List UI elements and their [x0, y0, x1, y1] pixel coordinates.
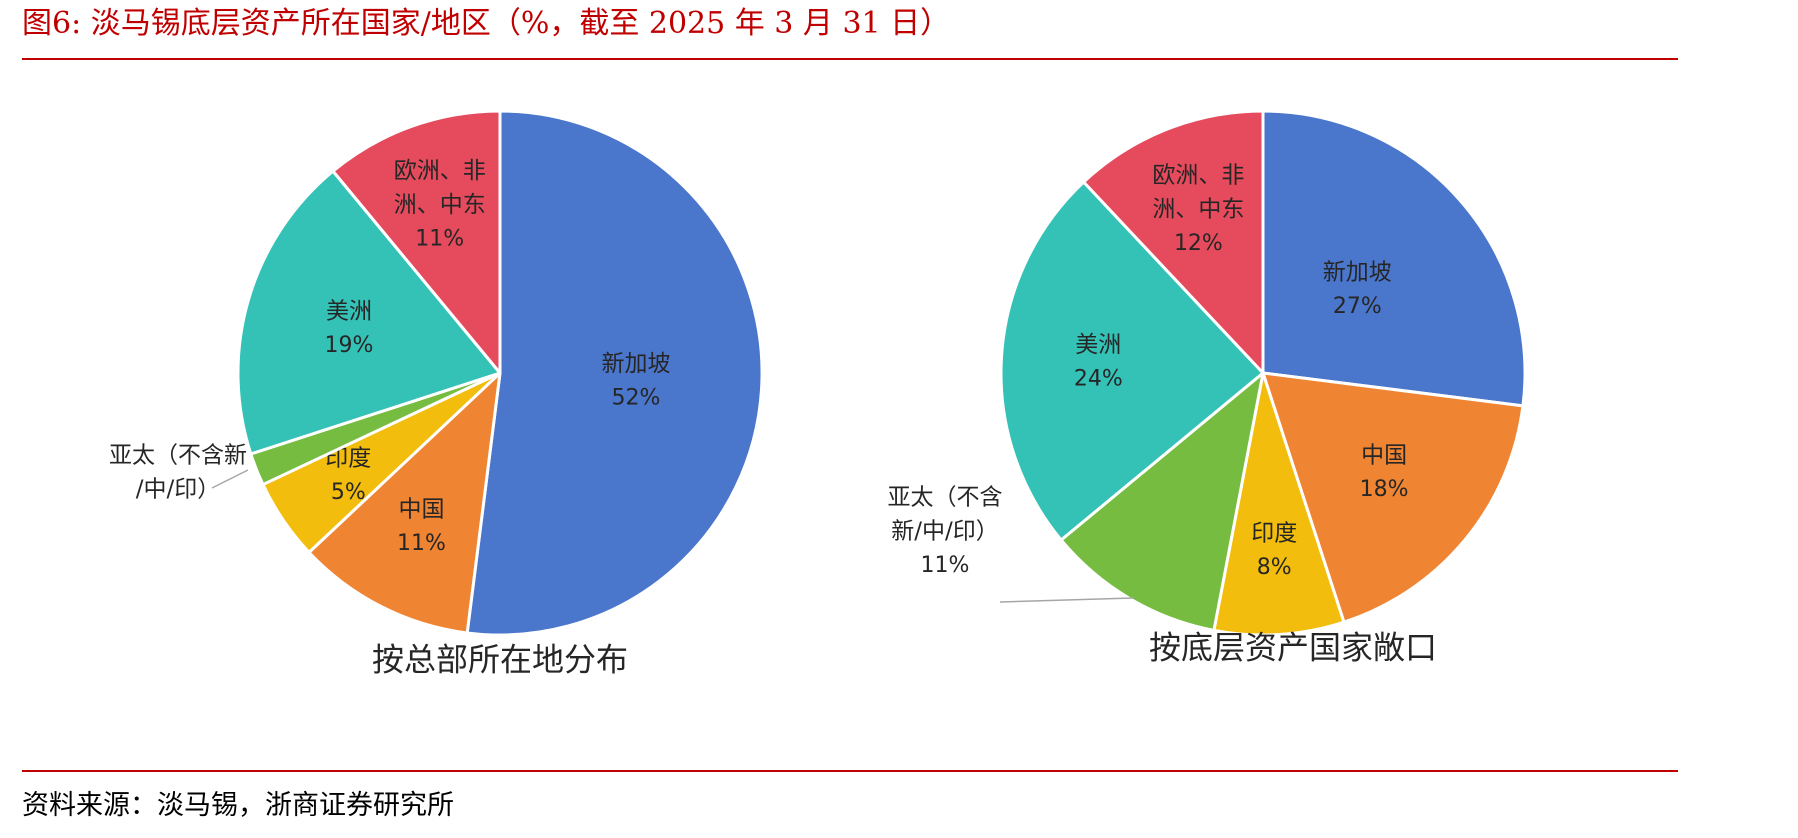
- data-label-pct: 18%: [1360, 477, 1409, 502]
- data-label-pct: 11%: [397, 531, 446, 556]
- data-label-name: 美洲: [1075, 332, 1121, 358]
- data-label-pct: 11%: [415, 226, 464, 251]
- data-label-name: 亚太（不含: [888, 485, 1003, 511]
- slice-6: [1082, 109, 1265, 375]
- data-label-name: 印度: [1251, 520, 1297, 546]
- slice-5: [236, 169, 502, 456]
- data-label-pct: 12%: [1174, 231, 1223, 256]
- data-label-pct: 52%: [612, 386, 661, 411]
- data-label-pct: 27%: [1333, 294, 1382, 319]
- data-label-pct: 19%: [325, 333, 374, 358]
- data-label-name: 亚太（不含新: [109, 443, 247, 469]
- slice-2: [307, 371, 502, 635]
- chart-title: 按底层资产国家敞口: [1149, 629, 1437, 667]
- data-label-name: 洲、中东: [394, 192, 486, 218]
- data-label-name: 中国: [1361, 443, 1407, 469]
- data-label-pct: 5%: [331, 480, 366, 505]
- data-label-name: 欧洲、非: [394, 158, 486, 184]
- data-label-pct: 11%: [921, 553, 970, 578]
- source-note: 资料来源：淡马锡，浙商证券研究所: [22, 790, 454, 821]
- slice-1: [465, 109, 764, 637]
- data-label-name: 新加坡: [1323, 259, 1392, 285]
- data-label-name: 新加坡: [602, 351, 671, 377]
- title-divider: [22, 58, 1678, 60]
- data-label-name: 美洲: [326, 299, 372, 325]
- data-label-name: 洲、中东: [1152, 196, 1244, 222]
- data-label-name: /中/印）: [136, 477, 221, 503]
- pie-chart-1: 新加坡52%中国11%印度5%亚太（不含新/中/印）美洲19%欧洲、非洲、中东1…: [109, 109, 764, 679]
- leader-line: [211, 469, 249, 489]
- slice-3: [1212, 371, 1346, 637]
- pie-chart-2: 新加坡 27% 中国 18% 印度 8% 亚太（不含新/中/印） 11% 美洲 24% 欧洲、非洲、…: [888, 109, 1527, 667]
- data-label-pct: 24%: [1074, 367, 1123, 392]
- data-label-name: 中国: [399, 497, 445, 523]
- data-label-name: 新/中/印）: [891, 519, 999, 545]
- data-label-pct: 8%: [1257, 555, 1292, 580]
- pie-charts: 新加坡52%中国11%印度5%亚太（不含新/中/印）美洲19%欧洲、非洲、中东1…: [109, 109, 1527, 679]
- data-label-name: 欧洲、非: [1152, 162, 1244, 188]
- slice-5: [999, 180, 1265, 542]
- leader-line: [999, 597, 1134, 603]
- slice-2: [1261, 371, 1525, 624]
- slice-1: [1261, 109, 1527, 408]
- slice-6: [331, 109, 502, 375]
- source-divider: [22, 770, 1678, 772]
- chart-title: 按总部所在地分布: [372, 641, 628, 679]
- figure-title: 图6: 淡马锡底层资产所在国家/地区（%，截至 2025 年 3 月 31 日）: [22, 6, 951, 41]
